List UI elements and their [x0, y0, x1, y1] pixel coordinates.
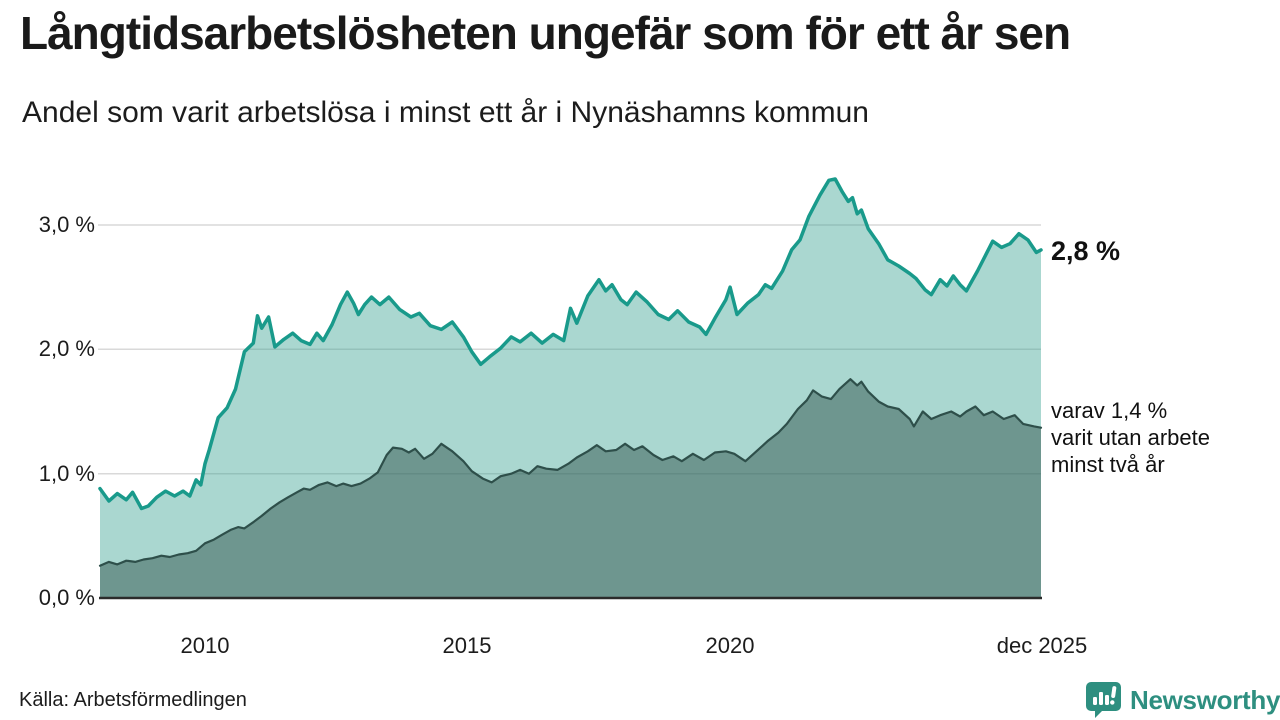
line-unemployed-two-years — [98, 378, 1043, 567]
x-tick-2010: 2010 — [180, 633, 230, 658]
y-tick-0: 0,0 % — [38, 585, 95, 610]
end-label-subset: varav 1,4 % varit utan arbete minst två … — [1051, 397, 1210, 478]
x-tick-2020: 2020 — [705, 633, 755, 658]
newsworthy-icon — [1086, 682, 1121, 718]
newsworthy-logo: Newsworthy — [1086, 681, 1280, 719]
y-tick-2: 2,0 % — [38, 336, 95, 361]
page-subtitle: Andel som varit arbetslösa i minst ett å… — [22, 96, 869, 129]
end-label-total: 2,8 % — [1051, 236, 1121, 266]
end-label-subset-line2: varit utan arbete — [1051, 425, 1210, 450]
area-unemployed-two-years — [100, 379, 1041, 598]
gridlines — [98, 224, 1041, 475]
end-label-subset-line3: minst två år — [1051, 452, 1165, 477]
page-title: Långtidsarbetslösheten ungefär som för e… — [20, 7, 1071, 59]
area-unemployed-one-year — [100, 179, 1041, 598]
source-label: Källa: Arbetsförmedlingen — [19, 689, 247, 711]
x-tick-2015: 2015 — [442, 633, 492, 658]
x-tick-dec-2025: dec 2025 — [996, 633, 1088, 658]
y-tick-1: 1,0 % — [38, 461, 95, 486]
line-unemployed-one-year — [98, 177, 1043, 511]
newsworthy-logo-text: Newsworthy — [1130, 684, 1280, 715]
end-label-subset-line1: varav 1,4 % — [1051, 398, 1168, 423]
y-tick-3: 3,0 % — [38, 212, 95, 237]
